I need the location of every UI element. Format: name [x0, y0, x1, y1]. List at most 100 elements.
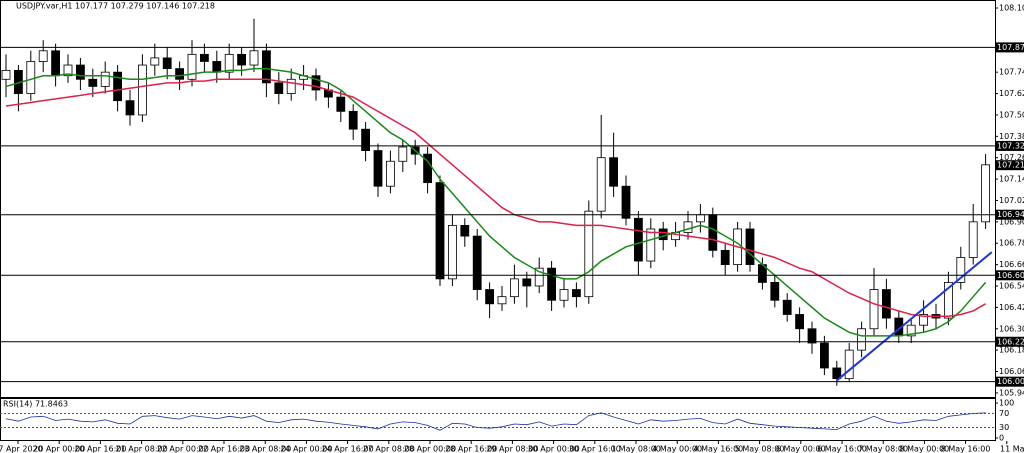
candle-body: [572, 289, 581, 298]
x-tick-label: 20 Apr 00:00: [33, 445, 85, 453]
rsi-tick-label: 0: [999, 434, 1004, 443]
level-label: 107.879: [997, 43, 1024, 52]
price-tag: [995, 160, 1024, 171]
x-tick-label: 30 Apr 16:00: [569, 445, 621, 453]
candle-body: [696, 214, 705, 223]
candle-body: [249, 50, 259, 66]
rsi-tick-label: 30: [999, 423, 1009, 432]
candle-body: [373, 150, 383, 187]
candle-body: [807, 328, 817, 344]
y-tick-label: 106.540: [999, 281, 1024, 290]
candle-body: [882, 289, 891, 319]
candle-body: [981, 164, 990, 223]
candle-body: [63, 64, 73, 77]
level-label: 106.227: [997, 337, 1024, 346]
candle-body: [162, 57, 172, 70]
level-label: 106.003: [997, 377, 1024, 386]
x-tick-label: 21 Apr 08:00: [116, 445, 168, 453]
candle-body: [646, 228, 656, 262]
x-tick-label: 24 Apr 16:00: [322, 445, 374, 453]
y-tick-label: 107.620: [999, 89, 1024, 98]
candle-body: [522, 278, 532, 287]
x-tick-label: 4 May 16:00: [694, 445, 744, 453]
candle-body: [770, 282, 780, 301]
y-tick-label: 107.140: [999, 175, 1024, 184]
candle-body: [745, 228, 755, 266]
candle-body: [348, 110, 358, 130]
level-tag: [995, 140, 1024, 151]
candle-body: [919, 314, 928, 326]
x-tick-label: 17 Apr 2020: [0, 445, 43, 453]
candle-body: [683, 221, 693, 233]
trendline: [836, 251, 993, 382]
x-tick-label: 1 May 08:00: [611, 445, 661, 453]
x-tick-label: 27 Apr 08:00: [363, 445, 415, 453]
rsi-line: [5, 412, 986, 431]
chart-title: USDJPY.var,H1 107.177 107.279 107.146 10…: [16, 2, 215, 11]
candle-body: [708, 214, 718, 251]
x-tick-label: 6 May 16:00: [817, 445, 867, 453]
candle-body: [88, 78, 98, 87]
moving-average: [5, 78, 986, 318]
candle-body: [423, 153, 433, 184]
candle-body: [956, 257, 966, 283]
candle-body: [51, 50, 60, 77]
candle-body: [547, 267, 556, 301]
y-tick-label: 107.740: [999, 68, 1024, 77]
candle-body: [460, 225, 470, 237]
x-tick-label: 22 Apr 00:00: [157, 445, 209, 453]
candle-body: [720, 249, 730, 266]
rsi-tick-label: 100: [999, 399, 1014, 408]
candle-body: [137, 64, 147, 116]
level-label: 106.940: [997, 210, 1024, 219]
x-tick-label: 28 Apr 00:00: [404, 445, 456, 453]
candle-body: [472, 235, 482, 290]
candle-body: [125, 100, 135, 116]
candle-body: [38, 50, 48, 62]
level-tag: [995, 336, 1024, 347]
x-tick-label: 23 Apr 08:00: [239, 445, 291, 453]
rsi-frame: [0, 398, 996, 441]
x-tick-label: 4 May 00:00: [652, 445, 702, 453]
candle-body: [658, 228, 668, 241]
x-tick-label: 6 May 00:00: [776, 445, 826, 453]
candle-body: [968, 221, 978, 258]
x-tick-label: 7 May 08:00: [858, 445, 908, 453]
x-tick-label: 5 May 08:00: [735, 445, 785, 453]
candle-body: [100, 71, 110, 87]
y-tick-label: 108.100: [999, 4, 1024, 13]
level-tag: [995, 270, 1024, 281]
candle-body: [1, 69, 11, 80]
rsi-label: RSI(14) 71.8463: [3, 400, 68, 409]
rsi-tick-label: 70: [999, 409, 1009, 418]
price-label: 107.218: [997, 161, 1024, 170]
candle-body: [212, 61, 222, 73]
y-tick-label: 106.180: [999, 346, 1024, 355]
candle-body: [76, 64, 85, 80]
candle-body: [26, 61, 36, 94]
y-tick-label: 106.780: [999, 239, 1024, 248]
candle-body: [844, 349, 854, 380]
x-tick-label: 20 Apr 16:00: [74, 445, 126, 453]
candle-body: [150, 57, 160, 66]
candle-body: [274, 82, 284, 94]
y-tick-label: 106.060: [999, 367, 1024, 376]
candle-body: [820, 342, 829, 369]
x-tick-label: 8 May 16:00: [941, 445, 991, 453]
level-tag: [995, 209, 1024, 220]
candle-body: [336, 96, 346, 112]
candle-body: [497, 296, 507, 305]
candle-body: [199, 53, 209, 62]
moving-average: [5, 67, 987, 337]
candle-body: [113, 71, 122, 102]
main-frame: [0, 0, 996, 398]
y-tick-label: 107.020: [999, 196, 1024, 205]
candle-body: [584, 210, 594, 298]
candle-body: [832, 367, 842, 380]
candle-body: [944, 282, 953, 319]
candle-body: [261, 50, 271, 84]
candle-body: [224, 53, 234, 73]
candle-body: [311, 75, 321, 91]
x-tick-label: 22 Apr 16:00: [198, 445, 250, 453]
